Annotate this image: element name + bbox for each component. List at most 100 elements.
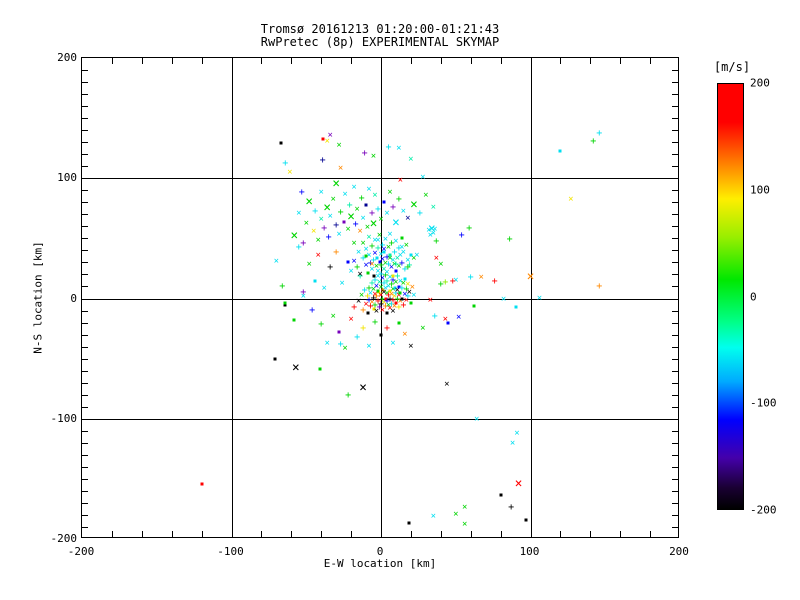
- data-point: ×: [390, 306, 396, 317]
- data-point: +: [383, 296, 391, 308]
- data-point: ×: [363, 260, 369, 271]
- data-point: ×: [384, 208, 390, 219]
- data-point: +: [379, 239, 386, 251]
- data-point: [364, 254, 368, 258]
- data-point: +: [300, 238, 307, 250]
- data-point: [409, 301, 413, 305]
- data-point: ×: [321, 283, 327, 294]
- x-minor-tick: [112, 58, 113, 64]
- data-point: ×: [444, 379, 450, 390]
- data-point: +: [346, 199, 353, 211]
- x-minor-tick: [411, 58, 412, 64]
- data-point: ×: [411, 253, 417, 264]
- y-minor-tick: [82, 335, 88, 336]
- data-point: ×: [500, 294, 507, 305]
- x-minor-tick: [441, 531, 442, 537]
- data-point: +: [392, 287, 399, 299]
- y-minor-tick: [672, 130, 678, 131]
- data-point: ×: [370, 151, 377, 162]
- data-point: +: [389, 274, 397, 286]
- data-point: +: [389, 294, 397, 306]
- data-point: ×: [354, 204, 360, 214]
- data-point: +: [279, 280, 286, 292]
- data-point: ×: [381, 244, 387, 255]
- data-point: [279, 141, 283, 145]
- data-point: +: [282, 157, 289, 169]
- data-point: +: [383, 322, 391, 334]
- gridline-vertical: [531, 58, 532, 537]
- data-point: ×: [306, 259, 312, 270]
- data-point: [366, 271, 369, 275]
- data-point: ×: [411, 290, 417, 301]
- data-point: +: [300, 286, 307, 298]
- data-point: ×: [397, 296, 404, 307]
- data-point: ×: [396, 261, 402, 272]
- x-minor-tick: [560, 531, 561, 537]
- data-point: ×: [303, 218, 310, 229]
- data-point: [388, 289, 392, 293]
- x-minor-tick: [501, 58, 502, 64]
- data-point: ×: [391, 291, 398, 302]
- x-minor-tick: [351, 58, 352, 64]
- data-point: ×: [379, 305, 386, 315]
- data-point: ×: [427, 221, 436, 237]
- x-minor-tick: [471, 531, 472, 537]
- y-minor-tick: [82, 262, 88, 263]
- data-point: ×: [376, 230, 383, 241]
- y-minor-tick: [82, 142, 88, 143]
- data-point: ×: [536, 293, 543, 303]
- data-point: +: [404, 291, 411, 303]
- data-point: ×: [387, 229, 393, 240]
- data-point: ×: [327, 130, 333, 141]
- colorbar-tick-label: 0: [750, 290, 757, 303]
- data-point: ×: [300, 291, 307, 302]
- y-tick-label: -200: [50, 532, 78, 545]
- x-minor-tick: [321, 531, 322, 537]
- y-minor-tick: [672, 70, 678, 71]
- data-point: +: [377, 260, 385, 271]
- data-point: +: [379, 293, 386, 305]
- data-point: +: [377, 268, 385, 280]
- data-point: ×: [514, 476, 523, 492]
- data-point: ×: [405, 279, 411, 290]
- data-point: ×: [387, 272, 393, 283]
- data-point: ×: [426, 225, 432, 236]
- data-point: +: [382, 269, 389, 281]
- x-tick-label: 0: [376, 545, 384, 558]
- y-minor-tick: [672, 250, 678, 251]
- data-point: ×: [420, 323, 426, 334]
- data-point: +: [374, 296, 382, 308]
- data-point: ×: [568, 194, 574, 205]
- data-point: +: [360, 304, 367, 316]
- data-point: ×: [408, 154, 414, 165]
- data-point: ×: [363, 244, 369, 255]
- x-minor-tick: [112, 531, 113, 537]
- data-point: +: [404, 262, 411, 274]
- x-minor-tick: [142, 58, 143, 64]
- data-point: +: [351, 302, 358, 314]
- data-point: +: [371, 299, 379, 311]
- data-point: +: [376, 302, 383, 314]
- data-point: ×: [332, 176, 341, 192]
- data-point: +: [380, 278, 388, 290]
- plot-area: + × × + + × + + + × + + × × + + × + × + × × + × + + + × × + × + × + × × + × + +…: [81, 57, 679, 538]
- x-minor-tick: [202, 531, 203, 537]
- data-point: ×: [394, 253, 401, 264]
- y-minor-tick: [82, 443, 88, 444]
- data-point: +: [337, 339, 344, 351]
- data-point: ×: [369, 264, 375, 275]
- y-minor-tick: [82, 323, 88, 324]
- data-point: ×: [397, 276, 404, 287]
- data-point: +: [373, 291, 380, 303]
- data-point: +: [354, 262, 361, 274]
- data-point: ×: [315, 250, 321, 261]
- y-tick-label: -100: [50, 411, 78, 425]
- data-point: +: [327, 262, 334, 274]
- data-point: +: [506, 233, 513, 245]
- y-minor-tick: [82, 250, 88, 251]
- colorbar-tick-label: 200: [750, 76, 770, 90]
- data-point: +: [596, 127, 603, 139]
- data-point: ×: [509, 438, 516, 449]
- data-point: +: [389, 202, 397, 214]
- data-point: +: [368, 278, 376, 290]
